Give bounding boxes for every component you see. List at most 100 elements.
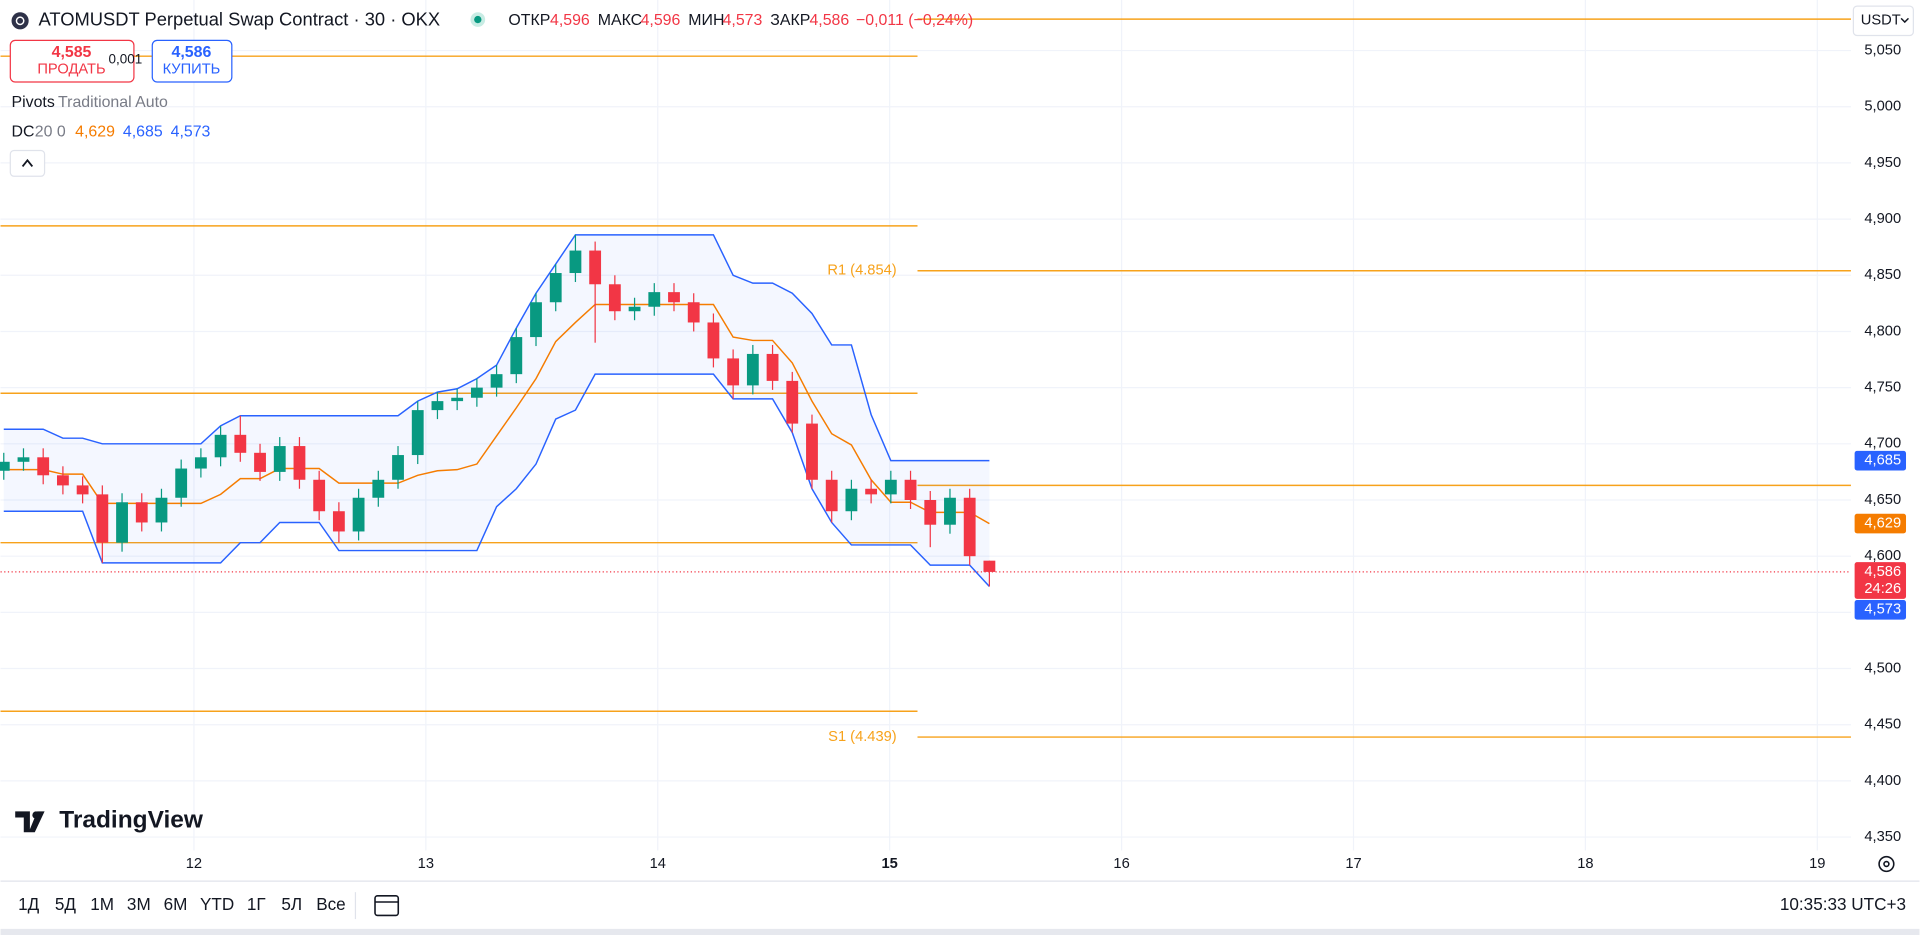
y-tick-label: 5,050	[1864, 42, 1901, 58]
range-button[interactable]: Все	[316, 894, 346, 914]
price-tag-label: 4,685	[1864, 453, 1901, 469]
settings-icon-inner	[1883, 860, 1890, 868]
x-tick-label: 17	[1345, 856, 1361, 872]
candle-body	[510, 337, 523, 375]
candle-body	[608, 284, 621, 312]
candle-body	[37, 457, 50, 476]
candle-body	[825, 479, 838, 512]
candle-body	[372, 479, 385, 498]
candle-body	[17, 457, 30, 462]
candle-body	[569, 250, 582, 274]
range-button[interactable]: 1М	[90, 894, 114, 914]
symbol-title[interactable]: ATOMUSDT Perpetual Swap Contract · 30 · …	[38, 9, 440, 30]
x-tick-label: 18	[1577, 856, 1593, 872]
currency: USDT	[1861, 13, 1901, 29]
price-tag	[1854, 513, 1907, 534]
candle-body	[648, 292, 661, 307]
candle-body	[352, 497, 365, 532]
candle-body	[96, 494, 109, 543]
y-tick-label: 4,750	[1864, 380, 1901, 396]
range-button[interactable]: 1Д	[18, 894, 40, 914]
price-tag-label: 4,586	[1864, 564, 1901, 580]
change: −0,011 (−0,24%)	[856, 12, 973, 29]
range-button[interactable]: YTD	[200, 894, 234, 914]
y-tick-label: 4,650	[1864, 492, 1901, 508]
sell-label: ПРОДАТЬ	[37, 62, 105, 78]
logo-icon-dot	[32, 811, 40, 819]
candle-body	[155, 497, 168, 523]
spread: 0,001	[109, 52, 143, 67]
range-button[interactable]: 1Г	[247, 894, 266, 914]
y-tick-label: 4,400	[1864, 773, 1901, 789]
price-tag	[1854, 562, 1907, 599]
y-tick-label: 4,600	[1864, 548, 1901, 564]
candle-body	[944, 497, 956, 525]
y-tick-label: 4,350	[1864, 829, 1901, 845]
range-button[interactable]: 3М	[127, 894, 151, 914]
settings-icon[interactable]	[1878, 855, 1895, 873]
channel-middle	[3, 303, 990, 525]
candle-body	[273, 446, 286, 472]
calendar-icon[interactable]	[374, 895, 400, 917]
indicator-params: 20 0	[35, 123, 66, 140]
logo-text[interactable]: TradingView	[59, 807, 204, 834]
candle-body	[746, 353, 759, 386]
y-tick-label: 4,950	[1864, 155, 1901, 171]
buy-button[interactable]	[151, 39, 233, 83]
candle-body	[963, 497, 976, 557]
candle-body	[530, 302, 542, 338]
candle-body	[0, 461, 10, 471]
y-tick-label: 4,500	[1864, 660, 1901, 676]
x-tick-label: 13	[418, 856, 434, 872]
clock: 10:35:33 UTC+3	[1780, 894, 1906, 914]
candle-body	[214, 434, 227, 458]
candle-body	[234, 434, 247, 453]
candle-body	[411, 410, 424, 456]
candle-body	[589, 250, 602, 285]
ohlc-label: ОТКР	[508, 12, 550, 29]
price-tag-label: 4,629	[1864, 515, 1901, 531]
x-tick-label: 16	[1113, 856, 1129, 872]
scrollbar	[0, 928, 1920, 935]
ohlc-label: МАКС	[598, 12, 642, 29]
y-tick-label: 4,900	[1864, 211, 1901, 227]
channel-lower	[3, 373, 990, 588]
ohlc-value: 4,586	[809, 12, 849, 29]
candle-body	[194, 457, 207, 469]
y-tick-label: 4,850	[1864, 267, 1901, 283]
range-buttons: 1Д 5Д 1М 3М 6М YTD 1Г 5Л Все	[18, 894, 346, 914]
sell-button[interactable]	[9, 39, 135, 83]
candle-body	[490, 374, 503, 388]
indicator-params: Traditional Auto	[58, 94, 168, 111]
y-tick-label: 4,700	[1864, 436, 1901, 452]
candle-body	[135, 502, 148, 523]
ohlc-value: 4,573	[723, 12, 763, 29]
y-tick-label: 4,800	[1864, 323, 1901, 339]
range-button[interactable]: 6М	[164, 894, 188, 914]
range-button[interactable]: 5Д	[55, 894, 77, 914]
status-dot	[474, 15, 482, 24]
indicator-name[interactable]: Pivots	[12, 94, 55, 111]
candle-body	[116, 502, 128, 543]
candle-body	[766, 353, 779, 381]
collapse-button[interactable]	[9, 149, 46, 177]
price-tag	[1854, 450, 1907, 471]
range-button[interactable]: 5Л	[281, 894, 302, 914]
symbol-icon	[11, 12, 29, 30]
ohlc-value: 4,596	[641, 12, 681, 29]
ohlc-label: МИН	[688, 12, 724, 29]
x-tick-label: 12	[186, 856, 202, 872]
sell-price: 4,585	[52, 44, 92, 61]
candle-body	[431, 401, 444, 411]
symbol-icon-inner	[15, 16, 25, 26]
candle-body	[175, 468, 188, 498]
candle-body	[470, 387, 483, 398]
price-tag-label: 4,573	[1864, 602, 1901, 618]
candle-body	[313, 479, 326, 512]
logo-icon	[15, 811, 45, 833]
currency-button[interactable]	[1852, 5, 1914, 37]
price-tag-timer: 24:26	[1864, 581, 1901, 597]
indicator-name[interactable]: DC	[12, 123, 35, 140]
dropdown-icon	[1900, 17, 1909, 24]
